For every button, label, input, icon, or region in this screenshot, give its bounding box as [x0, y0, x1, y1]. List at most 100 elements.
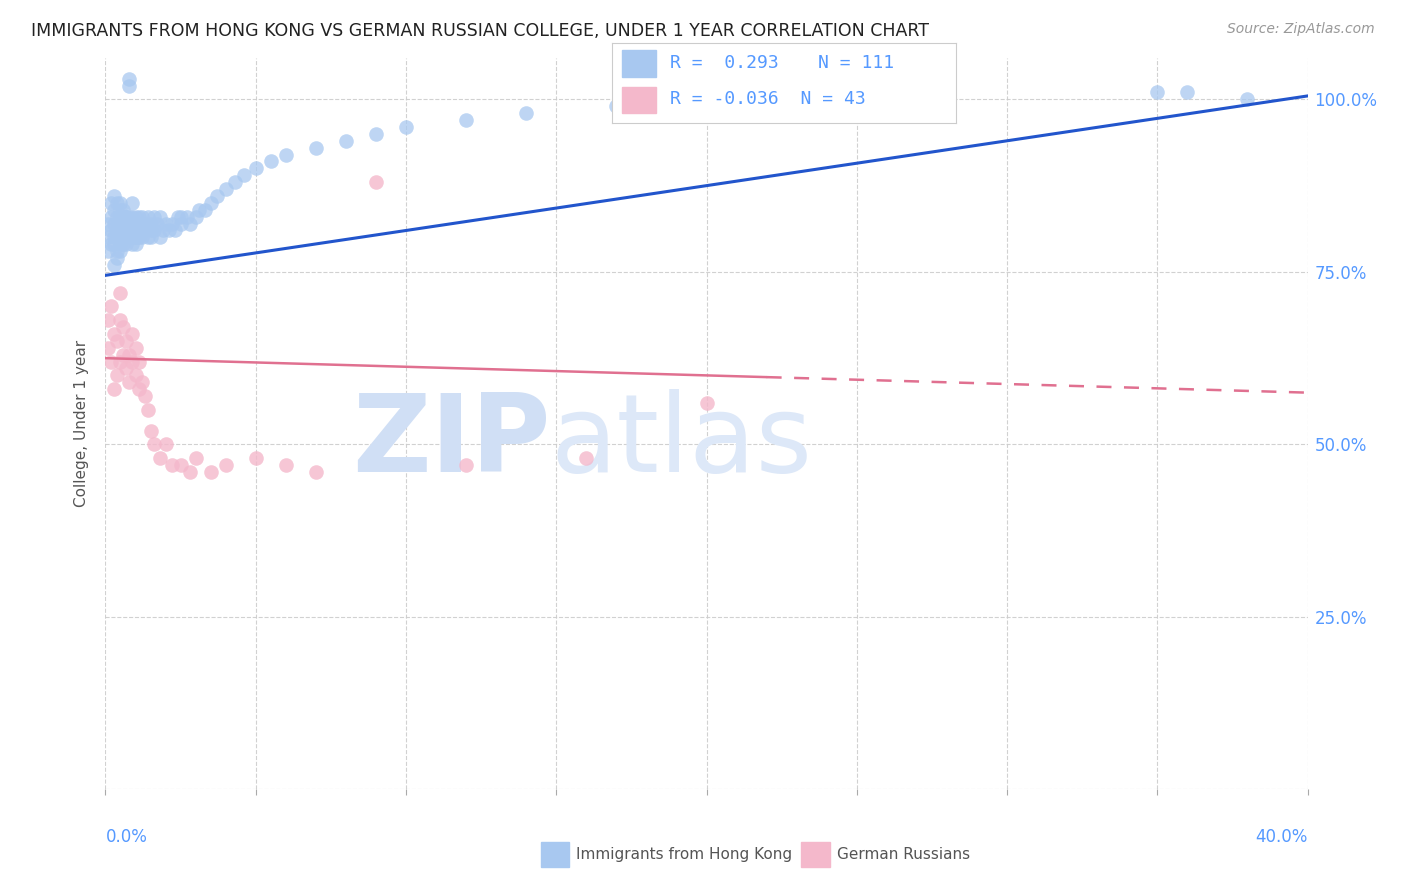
- Point: [97, 230, 120, 244]
- Point: [169, 458, 191, 472]
- Point: [194, 202, 217, 217]
- Point: [112, 223, 135, 237]
- Point: [200, 465, 222, 479]
- Point: [115, 361, 138, 376]
- Point: [121, 326, 143, 341]
- Point: [124, 230, 146, 244]
- Point: [115, 237, 138, 252]
- Point: [100, 237, 122, 252]
- Point: [179, 465, 201, 479]
- Point: [575, 451, 598, 466]
- Point: [124, 237, 146, 252]
- Point: [136, 230, 159, 244]
- Point: [103, 189, 125, 203]
- Point: [110, 354, 132, 368]
- Point: [136, 210, 159, 224]
- Point: [128, 230, 150, 244]
- Point: [118, 348, 141, 362]
- Point: [124, 217, 146, 231]
- Point: [152, 223, 174, 237]
- Point: [100, 354, 122, 368]
- Point: [163, 223, 186, 237]
- Text: atlas: atlas: [550, 389, 813, 495]
- Point: [142, 210, 165, 224]
- Point: [115, 334, 138, 348]
- Text: 40.0%: 40.0%: [1256, 828, 1308, 846]
- Point: [107, 244, 129, 259]
- Point: [112, 348, 135, 362]
- Point: [97, 341, 120, 355]
- Point: [118, 223, 141, 237]
- Point: [134, 389, 156, 403]
- Point: [454, 458, 477, 472]
- Point: [118, 71, 141, 86]
- Point: [110, 230, 132, 244]
- Point: [274, 458, 297, 472]
- Point: [131, 223, 153, 237]
- Point: [110, 202, 132, 217]
- Point: [214, 182, 236, 196]
- Point: [131, 376, 153, 390]
- Point: [184, 451, 207, 466]
- Text: 0.0%: 0.0%: [105, 828, 148, 846]
- Point: [124, 217, 146, 231]
- Point: [121, 217, 143, 231]
- Point: [200, 195, 222, 210]
- Point: [131, 217, 153, 231]
- Point: [131, 223, 153, 237]
- Point: [110, 223, 132, 237]
- Point: [124, 230, 146, 244]
- Point: [112, 237, 135, 252]
- Point: [121, 195, 143, 210]
- Point: [103, 217, 125, 231]
- Point: [696, 396, 718, 410]
- Point: [214, 458, 236, 472]
- Point: [97, 217, 120, 231]
- Point: [115, 210, 138, 224]
- Point: [121, 230, 143, 244]
- Point: [305, 141, 328, 155]
- Point: [155, 437, 177, 451]
- Point: [139, 223, 162, 237]
- Point: [97, 313, 120, 327]
- Point: [100, 223, 122, 237]
- Text: Source: ZipAtlas.com: Source: ZipAtlas.com: [1227, 22, 1375, 37]
- Point: [187, 202, 209, 217]
- Point: [112, 217, 135, 231]
- Point: [107, 251, 129, 265]
- Point: [335, 134, 357, 148]
- Point: [103, 230, 125, 244]
- Point: [124, 341, 146, 355]
- Text: N = 111: N = 111: [818, 54, 894, 72]
- Point: [103, 382, 125, 396]
- Point: [115, 210, 138, 224]
- Point: [157, 223, 180, 237]
- Point: [118, 78, 141, 93]
- Point: [110, 217, 132, 231]
- Text: ZIP: ZIP: [352, 389, 550, 495]
- Point: [364, 127, 387, 141]
- Text: IMMIGRANTS FROM HONG KONG VS GERMAN RUSSIAN COLLEGE, UNDER 1 YEAR CORRELATION CH: IMMIGRANTS FROM HONG KONG VS GERMAN RUSS…: [31, 22, 929, 40]
- Point: [755, 92, 778, 106]
- Point: [107, 230, 129, 244]
- Point: [139, 424, 162, 438]
- Point: [107, 210, 129, 224]
- Point: [110, 244, 132, 259]
- Point: [148, 230, 170, 244]
- Bar: [621, 50, 657, 77]
- Point: [118, 376, 141, 390]
- Point: [142, 437, 165, 451]
- Point: [107, 368, 129, 383]
- Point: [166, 210, 188, 224]
- Point: [110, 237, 132, 252]
- Point: [145, 217, 167, 231]
- Point: [134, 217, 156, 231]
- Point: [696, 92, 718, 106]
- Point: [118, 230, 141, 244]
- Y-axis label: College, Under 1 year: College, Under 1 year: [75, 340, 90, 508]
- Point: [100, 195, 122, 210]
- Point: [139, 217, 162, 231]
- Point: [103, 326, 125, 341]
- Point: [160, 217, 183, 231]
- Point: [107, 223, 129, 237]
